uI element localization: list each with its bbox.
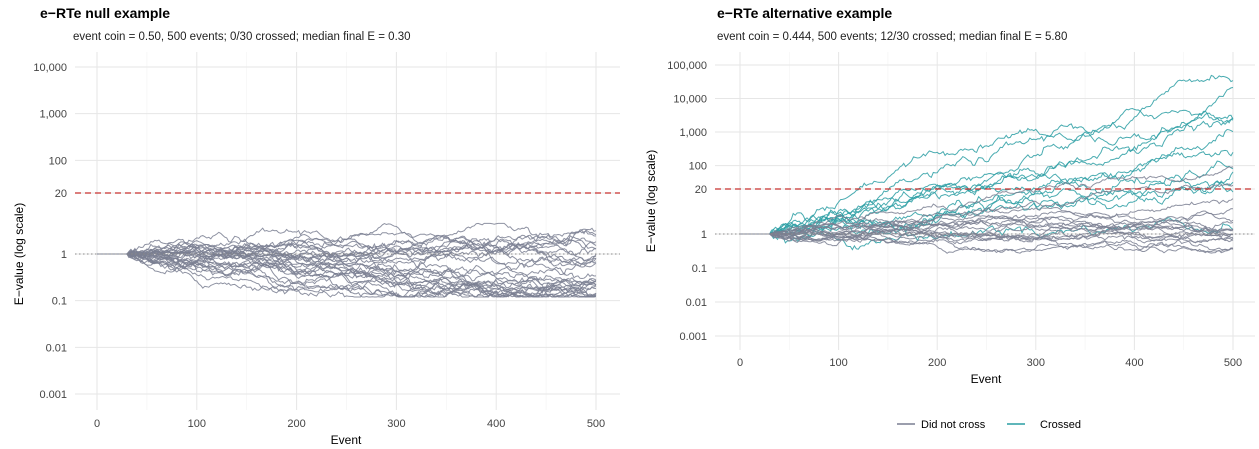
alt-y-ticks: 0.001 0.01 0.1 1 20 100 1,000 10,000 100,000 [667, 60, 707, 343]
null-chart-title: e−RTe null example [40, 5, 170, 21]
y-tick-label: 0.1 [52, 296, 67, 308]
x-tick-label: 0 [737, 357, 743, 369]
path-did-not-cross [740, 166, 1234, 239]
null-chart-subtitle: event coin = 0.50, 500 events; 0/30 cros… [73, 31, 411, 43]
alt-x-ticks: 0 100 200 300 400 500 [737, 357, 1242, 369]
y-tick-label: 100,000 [667, 60, 707, 72]
null-x-axis-label: Event [331, 433, 362, 447]
path-crossed [740, 107, 1234, 235]
x-tick-label: 200 [287, 418, 305, 430]
null-paths [97, 222, 597, 298]
alternative-example-panel: e−RTe alternative example event coin = 0… [644, 5, 1255, 431]
null-y-axis-label: E−value (log scale) [12, 203, 26, 305]
x-tick-label: 100 [829, 357, 847, 369]
x-tick-label: 500 [587, 418, 605, 430]
path-crossed [740, 149, 1234, 237]
null-x-ticks: 0 100 200 300 400 500 [94, 418, 605, 430]
path-did-not-cross [740, 228, 1234, 254]
x-tick-label: 100 [188, 418, 206, 430]
y-tick-label: 100 [689, 161, 707, 173]
path-did-not-cross [740, 229, 1234, 245]
path-did-not-cross [97, 235, 597, 268]
y-tick-label: 1,000 [679, 127, 707, 139]
null-grid [75, 52, 620, 410]
path-did-not-cross [97, 233, 597, 258]
y-tick-label: 0.01 [686, 297, 707, 309]
path-crossed [740, 160, 1234, 244]
y-tick-label: 0.01 [46, 342, 67, 354]
y-tick-label: 1 [61, 249, 67, 261]
y-tick-label: 10,000 [673, 94, 707, 106]
y-tick-label: 0.1 [692, 263, 707, 275]
y-tick-label: 20 [695, 184, 707, 196]
alt-paths [740, 74, 1234, 254]
path-did-not-cross [740, 216, 1234, 239]
path-did-not-cross [740, 208, 1234, 236]
path-did-not-cross [97, 247, 597, 286]
path-did-not-cross [97, 244, 597, 292]
x-tick-label: 500 [1224, 357, 1242, 369]
legend-label-crossed: Crossed [1040, 419, 1081, 431]
x-tick-label: 400 [487, 418, 505, 430]
y-tick-label: 0.001 [679, 331, 707, 343]
x-tick-label: 300 [1027, 357, 1045, 369]
path-did-not-cross [740, 219, 1234, 242]
path-did-not-cross [97, 252, 597, 298]
y-tick-label: 100 [49, 155, 67, 167]
path-crossed [740, 74, 1234, 236]
alt-chart-subtitle: event coin = 0.444, 500 events; 12/30 cr… [717, 31, 1067, 43]
path-crossed [740, 87, 1234, 235]
x-tick-label: 400 [1125, 357, 1143, 369]
alt-y-axis-label: E−value (log scale) [644, 150, 658, 252]
path-did-not-cross [97, 250, 597, 298]
path-did-not-cross [97, 245, 597, 272]
path-did-not-cross [97, 250, 597, 298]
path-did-not-cross [740, 210, 1234, 244]
y-tick-label: 1 [701, 229, 707, 241]
path-did-not-cross [740, 223, 1234, 245]
path-did-not-cross [97, 236, 597, 267]
alt-chart-title: e−RTe alternative example [717, 5, 892, 21]
path-crossed [740, 112, 1234, 237]
y-tick-label: 0.001 [39, 389, 67, 401]
y-tick-label: 20 [55, 188, 67, 200]
legend-label-did-not-cross: Did not cross [921, 419, 986, 431]
x-tick-label: 0 [94, 418, 100, 430]
x-tick-label: 300 [387, 418, 405, 430]
path-did-not-cross [97, 243, 597, 298]
null-example-panel: e−RTe null example event coin = 0.50, 50… [12, 5, 620, 447]
legend: Did not cross Crossed [897, 419, 1081, 431]
alt-x-axis-label: Event [971, 372, 1002, 386]
path-crossed [740, 117, 1234, 235]
x-tick-label: 200 [928, 357, 946, 369]
y-tick-label: 1,000 [39, 109, 67, 121]
y-tick-label: 10,000 [33, 62, 67, 74]
path-did-not-cross [97, 249, 597, 287]
path-did-not-cross [97, 242, 597, 297]
path-did-not-cross [740, 227, 1234, 251]
null-y-ticks: 0.001 0.01 0.1 1 20 100 1,000 10,000 [33, 62, 67, 401]
